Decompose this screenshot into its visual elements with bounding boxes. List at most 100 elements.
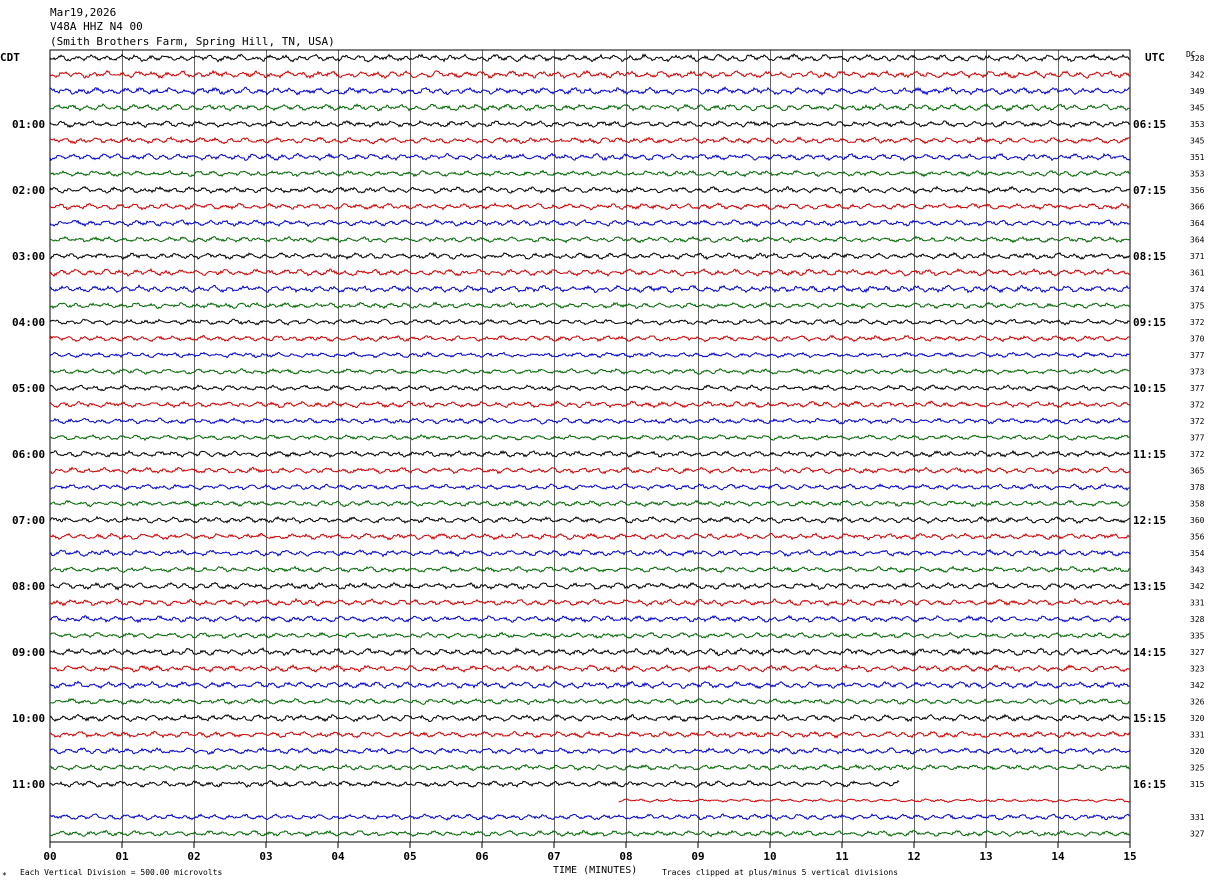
trace-row-38	[49, 680, 1131, 690]
x-tick-label: 07	[547, 850, 560, 863]
x-tick-label: 00	[43, 850, 56, 863]
trace-row-35	[49, 631, 1131, 640]
dc-label: DC	[1186, 50, 1196, 59]
trace-row-10	[49, 218, 1131, 228]
right-hour-label: 07:15	[1133, 184, 1166, 197]
right-hour-label: 11:15	[1133, 448, 1166, 461]
left-hour-label: 02:00	[12, 184, 45, 197]
x-tick-label: 15	[1123, 850, 1136, 863]
trace-row-16	[49, 318, 1131, 326]
dc-offset-value: 326	[1190, 698, 1205, 707]
x-tick-label: 09	[691, 850, 704, 863]
x-tick-label: 12	[907, 850, 920, 863]
dc-offset-value: 345	[1190, 104, 1205, 113]
left-timezone-label: CDT	[0, 51, 20, 64]
dc-offset-value: 356	[1190, 533, 1205, 542]
left-hour-label: 01:00	[12, 118, 45, 131]
dc-offset-value: 372	[1190, 318, 1205, 327]
trace-row-44	[49, 779, 900, 788]
header-station: V48A HHZ N4 00	[50, 20, 143, 33]
footer-clip-text: Traces clipped at plus/minus 5 vertical …	[662, 868, 898, 877]
trace-row-18	[49, 351, 1131, 359]
time-grid	[49, 49, 1131, 843]
dc-offset-value: 327	[1190, 648, 1205, 657]
right-hour-label: 06:15	[1133, 118, 1166, 131]
dc-offset-value: 343	[1190, 566, 1205, 575]
trace-row-27	[49, 499, 1131, 508]
trace-row-36	[49, 647, 1131, 657]
dc-offset-value: 360	[1190, 516, 1205, 525]
trace-row-21	[49, 400, 1131, 409]
trace-row-37	[49, 663, 1131, 673]
footer-scale-text: Each Vertical Division = 500.00 microvol…	[20, 868, 222, 877]
dc-offset-value: 372	[1190, 450, 1205, 459]
dc-offset-value: 365	[1190, 467, 1205, 476]
trace-row-40	[49, 713, 1131, 723]
left-hour-label: 04:00	[12, 316, 45, 329]
left-hour-label: 09:00	[12, 646, 45, 659]
dc-offset-value: 371	[1190, 252, 1205, 261]
trace-row-17	[49, 334, 1131, 343]
x-tick-label: 08	[619, 850, 632, 863]
dc-offset-value: 328	[1190, 615, 1205, 624]
trace-row-23	[49, 433, 1131, 442]
trace-row-2	[49, 86, 1130, 96]
plot-frame	[49, 49, 1131, 843]
trace-row-43	[49, 763, 1131, 772]
left-hour-label: 07:00	[12, 514, 45, 527]
trace-row-6	[49, 152, 1131, 162]
x-axis-title: TIME (MINUTES)	[553, 865, 637, 876]
trace-row-20	[49, 384, 1131, 392]
trace-row-11	[49, 235, 1131, 244]
dc-offset-value: 342	[1190, 681, 1205, 690]
trace-row-25	[49, 466, 1131, 475]
trace-row-22	[49, 417, 1131, 425]
dc-offset-value: 364	[1190, 219, 1205, 228]
x-tick-label: 10	[763, 850, 776, 863]
right-hour-label: 08:15	[1133, 250, 1166, 263]
right-hour-labels: 06:15 07:15 08:15 09:15 10:15 11:15 12:15 13:15…	[1133, 118, 1166, 791]
dc-offset-value: 345	[1190, 137, 1205, 146]
dc-offset-value: 375	[1190, 302, 1205, 311]
x-tick-label: 11	[835, 850, 849, 863]
trace-row-15	[49, 301, 1131, 310]
trace-row-9	[49, 202, 1131, 211]
trace-row-7	[49, 169, 1131, 178]
dc-offset-value: 377	[1190, 384, 1205, 393]
trace-row-13	[49, 267, 1131, 278]
trace-row-32	[49, 581, 1131, 591]
dc-offset-value: 335	[1190, 632, 1205, 641]
trace-row-5	[49, 136, 1131, 145]
dc-offset-value: 323	[1190, 665, 1205, 674]
dc-offset-value: 328	[1190, 54, 1205, 63]
dc-offset-value: 370	[1190, 335, 1205, 344]
trace-row-46	[49, 813, 1131, 821]
trace-row-12	[49, 251, 1131, 261]
dc-offset-value: 320	[1190, 714, 1205, 723]
trace-row-31	[49, 565, 1131, 574]
trace-row-4	[49, 119, 1131, 129]
dc-offset-value: 353	[1190, 170, 1205, 179]
right-hour-label: 13:15	[1133, 580, 1166, 593]
dc-offset-value: 327	[1190, 830, 1205, 839]
x-axis-ticks: 00 01 02 03 04 05 06 07 08 09 10 11 12 13 14 15	[43, 842, 1137, 863]
right-hour-label: 12:15	[1133, 514, 1166, 527]
left-hour-label: 03:00	[12, 250, 45, 263]
trace-row-45	[618, 798, 1131, 803]
trace-row-1	[49, 69, 1131, 80]
right-timezone-label: UTC	[1145, 51, 1165, 64]
trace-row-24	[49, 449, 1131, 459]
dc-offset-value: 320	[1190, 747, 1205, 756]
dc-offset-value: 351	[1190, 153, 1205, 162]
left-hour-label: 08:00	[12, 580, 45, 593]
dc-offset-value: 364	[1190, 236, 1205, 245]
dc-offset-value: 374	[1190, 285, 1205, 294]
trace-row-42	[49, 746, 1131, 756]
dc-offset-value: 315	[1190, 780, 1205, 789]
dc-offset-value: 331	[1190, 599, 1205, 608]
dc-offset-value: 349	[1190, 87, 1205, 96]
right-hour-label: 10:15	[1133, 382, 1166, 395]
dc-offset-value: 377	[1190, 351, 1205, 360]
dc-offset-value: 342	[1190, 71, 1205, 80]
trace-row-19	[49, 367, 1131, 376]
